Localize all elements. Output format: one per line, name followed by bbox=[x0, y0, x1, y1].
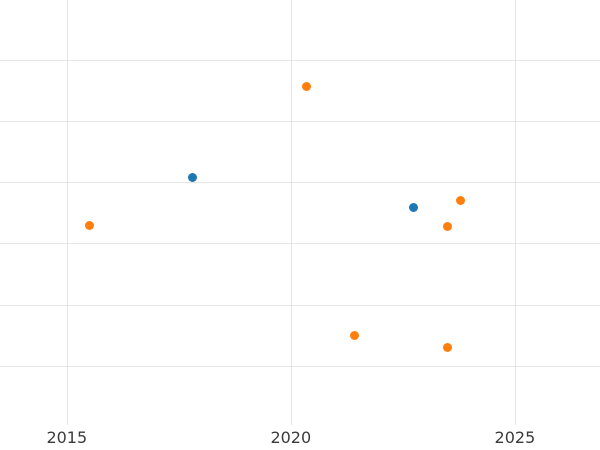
gridline-horizontal bbox=[0, 59, 600, 61]
x-tick-label: 2015 bbox=[46, 428, 88, 447]
gridline-vertical bbox=[290, 0, 292, 425]
plot-area bbox=[0, 0, 600, 425]
scatter-point-blue bbox=[408, 202, 418, 212]
gridline-horizontal bbox=[0, 365, 600, 367]
scatter-point-blue bbox=[187, 172, 197, 182]
x-tick-label: 2020 bbox=[270, 428, 312, 447]
gridline-horizontal bbox=[0, 182, 600, 184]
gridline-vertical bbox=[514, 0, 516, 425]
scatter-point-orange bbox=[84, 220, 94, 230]
scatter-point-orange bbox=[456, 196, 466, 206]
scatter-point-orange bbox=[349, 330, 359, 340]
gridline-vertical bbox=[66, 0, 68, 425]
scatter-point-orange bbox=[442, 221, 452, 231]
gridline-horizontal bbox=[0, 304, 600, 306]
scatter-point-orange bbox=[302, 81, 311, 91]
gridline-horizontal bbox=[0, 121, 600, 123]
gridline-horizontal bbox=[0, 243, 600, 245]
x-tick-label: 2025 bbox=[494, 428, 536, 447]
scatter-point-orange bbox=[442, 343, 452, 353]
x-axis: 2015 2020 2025 bbox=[0, 425, 600, 450]
